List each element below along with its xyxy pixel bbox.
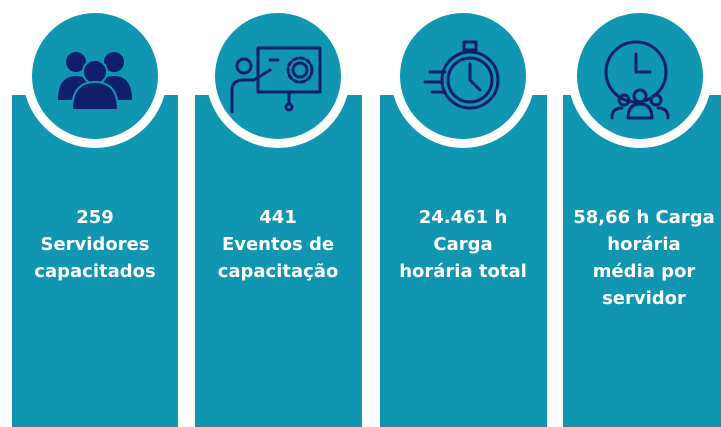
icon-stopwatch: [423, 40, 500, 110]
card-column: [380, 95, 547, 427]
card-line: Eventos de: [222, 234, 334, 255]
card-line: capacitação: [218, 261, 339, 282]
card-line: Servidores: [40, 234, 149, 255]
card-column: [195, 95, 362, 427]
card-line: média por: [593, 261, 696, 282]
card-texts: 259 Servidores capacitados 441 Eventos de cap…: [34, 207, 714, 309]
badge: [215, 13, 341, 139]
card-line: 259: [76, 207, 114, 228]
badge: [400, 13, 526, 139]
card-column: [563, 95, 721, 427]
card-line: 441: [259, 207, 297, 228]
card-line: 58,66 h Carga: [573, 207, 715, 228]
badges: [23, 4, 712, 148]
card-line: servidor: [602, 288, 686, 309]
card-line: horária: [607, 234, 680, 255]
badge: [577, 13, 703, 139]
card-column: [12, 95, 178, 427]
card-line: capacitados: [34, 261, 155, 282]
card-line: 24.461 h: [419, 207, 508, 228]
icon-clock-people: [604, 40, 670, 120]
icon-people: [58, 52, 132, 111]
icon-presentation: [230, 46, 322, 114]
columns: [12, 95, 721, 427]
card-line: horária total: [399, 261, 527, 282]
card-line: Carga: [433, 234, 492, 255]
